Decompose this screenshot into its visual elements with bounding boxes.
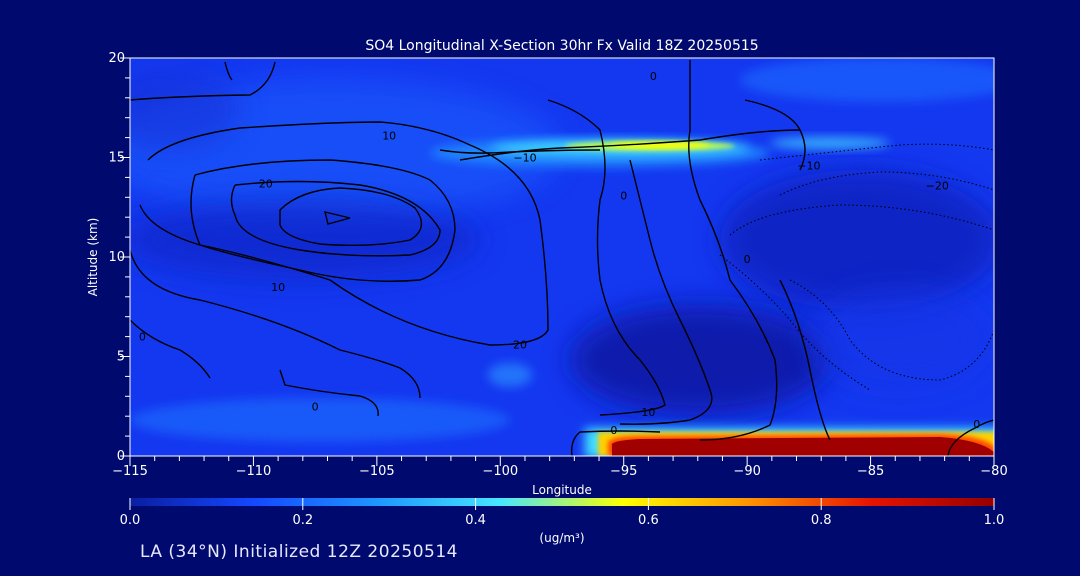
contour-line <box>130 249 421 399</box>
x-tick-label: −100 <box>482 464 518 479</box>
contour-label: 0 <box>650 70 657 83</box>
contour-lines <box>130 60 994 456</box>
contour-line <box>130 319 211 379</box>
contour-label: −20 <box>926 179 949 192</box>
contour-label: 10 <box>271 281 285 294</box>
colorbar: 0.0 0.2 0.4 0.6 0.8 1.0 (ug/m³) <box>120 498 1005 545</box>
x-tick-label: −80 <box>980 464 1007 479</box>
contour-line <box>459 129 801 161</box>
contour-line <box>744 99 806 171</box>
contour-label: 10 <box>641 406 655 419</box>
colorbar-tick-label: 0.6 <box>638 513 659 528</box>
contour-line <box>224 61 233 81</box>
y-axis: 0 5 10 15 20 <box>108 51 130 464</box>
x-tick-label: −105 <box>359 464 395 479</box>
x-tick-label: −95 <box>610 464 637 479</box>
contour-label: −10 <box>513 152 536 165</box>
colorbar-unit-label: (ug/m³) <box>539 531 584 545</box>
contour-label: 0 <box>620 189 627 202</box>
contour-line <box>729 204 994 236</box>
colorbar-ticks: 0.0 0.2 0.4 0.6 0.8 1.0 <box>120 498 1005 528</box>
y-tick-label: 5 <box>117 350 125 365</box>
field-shading <box>130 58 994 456</box>
colorbar-tick-label: 0.0 <box>120 513 141 528</box>
colorbar-strip <box>130 498 994 506</box>
colorbar-tick-label: 0.2 <box>292 513 313 528</box>
y-axis-label: Altitude (km) <box>86 218 100 297</box>
contour-label: −10 <box>797 159 820 172</box>
x-tick-label: −90 <box>733 464 760 479</box>
colorbar-tick-label: 0.8 <box>811 513 832 528</box>
y-tick-label: 10 <box>108 250 125 265</box>
contour-label: 0 <box>139 331 146 344</box>
contour-label: 0 <box>973 418 980 431</box>
contour-label: 20 <box>259 177 273 190</box>
contour-line <box>230 180 441 257</box>
footer-caption: LA (34°N) Initialized 12Z 20250514 <box>140 542 458 562</box>
contour-label: 0 <box>610 424 617 437</box>
contour-labels: 10 20 10 0 0 −10 20 0 10 0 0 −10 −20 0 0 <box>139 70 980 437</box>
contour-line <box>779 171 994 196</box>
contour-line <box>570 430 661 456</box>
colorbar-tick-label: 0.4 <box>465 513 486 528</box>
y-tick-label: 20 <box>108 51 125 66</box>
contour-label: 0 <box>744 253 751 266</box>
x-axis-label: Longitude <box>532 483 592 497</box>
contour-line <box>759 143 994 161</box>
dotted-contour-lines <box>719 143 994 391</box>
x-tick-label: −115 <box>112 464 148 479</box>
y-tick-label: 0 <box>117 449 125 464</box>
contour-line <box>279 187 423 247</box>
x-tick-label: −85 <box>857 464 884 479</box>
contour-line <box>190 159 456 282</box>
x-tick-label: −110 <box>236 464 272 479</box>
colorbar-tick-label: 1.0 <box>984 513 1005 528</box>
chart-title: SO4 Longitudinal X-Section 30hr Fx Valid… <box>365 38 758 54</box>
contour-line <box>688 60 778 441</box>
contour-label: 0 <box>312 400 319 413</box>
contour-line <box>619 159 713 425</box>
x-axis: −115 −110 −105 −100 −95 −90 −85 −80 <box>112 456 1008 479</box>
contour-line <box>547 99 666 416</box>
contour-line <box>324 211 351 225</box>
plot-area: 10 20 10 0 0 −10 20 0 10 0 0 −10 −20 0 0 <box>130 58 994 456</box>
contour-label: 10 <box>382 130 396 143</box>
contour-line <box>779 279 831 441</box>
y-tick-label: 15 <box>108 151 125 166</box>
contour-line <box>130 61 276 101</box>
contour-line <box>279 369 379 417</box>
contour-line <box>139 121 549 346</box>
contour-line <box>947 419 994 456</box>
contour-label: 20 <box>513 339 527 352</box>
